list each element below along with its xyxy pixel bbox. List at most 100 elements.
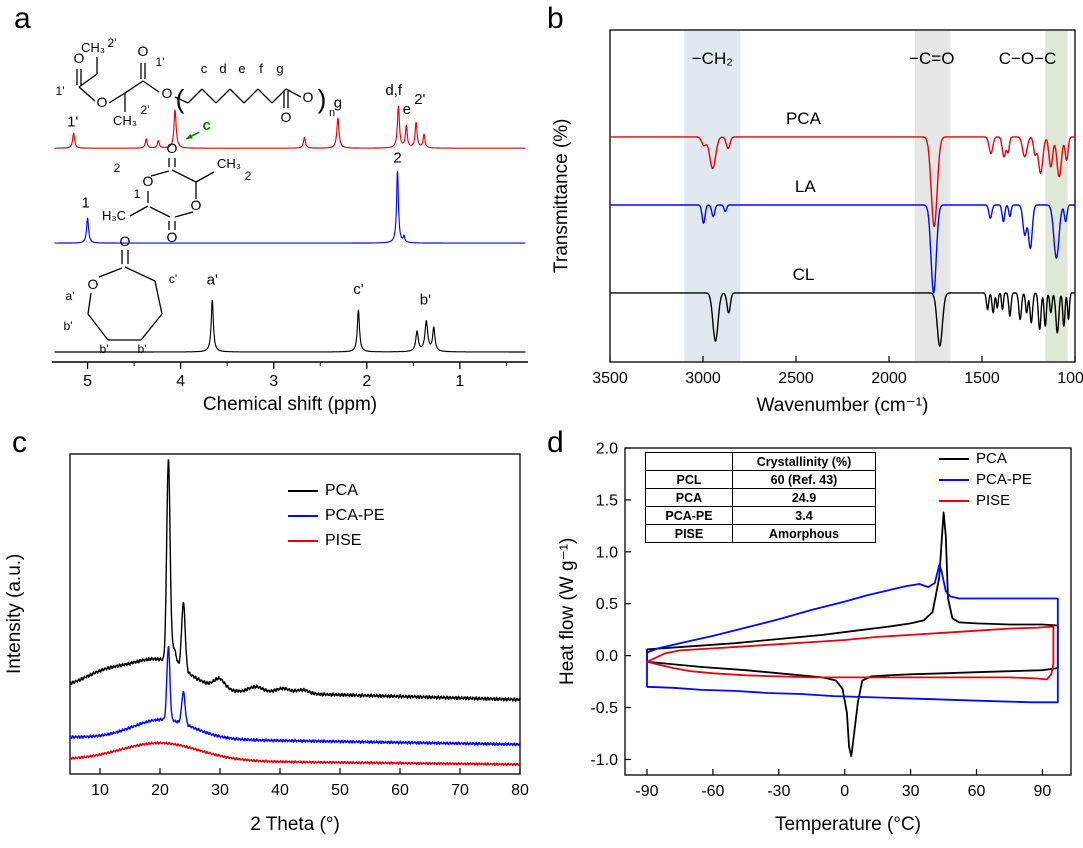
panel-d-yaxis-title: Heat flow (W g⁻¹) — [557, 537, 578, 686]
svg-text:1': 1' — [56, 84, 65, 98]
svg-text:O: O — [120, 233, 131, 249]
legend-item-pca-pe: PCA-PE — [939, 471, 1032, 488]
svg-text:0.0: 0.0 — [596, 648, 618, 665]
legend-label-pise: PISE — [976, 492, 1011, 509]
panel-label-a: a — [14, 2, 31, 35]
svg-text:O: O — [162, 85, 173, 101]
table-cell-value: 3.4 — [732, 506, 876, 525]
legend-label-pca-pe: PCA-PE — [325, 507, 385, 524]
xrd-curve-pise — [69, 741, 521, 767]
dsc-curve-pise — [646, 625, 1055, 681]
svg-text:O: O — [167, 140, 178, 156]
svg-text:0: 0 — [840, 783, 849, 800]
svg-text:60: 60 — [391, 782, 409, 799]
panel-d-xaxis-title: Temperature (°C) — [775, 814, 921, 835]
legend-item-pca-pe: PCA-PE — [288, 507, 385, 525]
svg-text:1.0: 1.0 — [596, 544, 618, 561]
svg-text:1: 1 — [455, 373, 464, 390]
svg-text:40: 40 — [271, 782, 289, 799]
svg-text:2: 2 — [362, 373, 371, 390]
table-row: PCA 24.9 — [645, 488, 876, 507]
svg-text:O: O — [74, 50, 85, 66]
svg-text:3500: 3500 — [592, 370, 628, 387]
svg-text:g: g — [276, 61, 283, 76]
svg-text:80: 80 — [511, 782, 529, 799]
x-axis: 5 4 3 2 1 — [52, 361, 528, 390]
svg-text:n: n — [329, 107, 335, 119]
panel-label-b: b — [547, 2, 564, 35]
nmr-trace-la — [54, 170, 526, 244]
svg-text:O: O — [143, 173, 154, 189]
svg-text:PCA: PCA — [786, 109, 822, 128]
svg-text:3000: 3000 — [685, 370, 721, 387]
svg-text:2: 2 — [245, 169, 252, 183]
svg-text:60: 60 — [968, 783, 986, 800]
ftir-trace-pca: PCA — [609, 109, 1076, 228]
svg-text:O: O — [97, 94, 108, 110]
svg-text:O: O — [138, 43, 149, 59]
axes: 10 20 30 40 50 60 70 80 — [69, 453, 529, 799]
table-cell-sample: PCL — [645, 470, 733, 489]
panel-b-ftir: 3500 3000 2500 2000 1500 1000 −CH₂ −C=O C−O−C PCA… — [541, 0, 1083, 424]
svg-text:4: 4 — [176, 373, 185, 390]
crystallinity-table: Crystallinity (%) PCL 60 (Ref. 43) PCA 2… — [645, 452, 876, 543]
svg-text:a': a' — [66, 289, 75, 303]
panel-b-xaxis-title: Wavenumber (cm⁻¹) — [756, 395, 929, 416]
legend-label-pise: PISE — [325, 532, 362, 549]
svg-text:O: O — [167, 229, 178, 245]
svg-text:2000: 2000 — [871, 370, 907, 387]
svg-text:1': 1' — [156, 55, 165, 69]
ftir-plot: 3500 3000 2500 2000 1500 1000 −CH₂ −C=O C−O−C PCA… — [592, 29, 1083, 387]
svg-text:e: e — [238, 61, 245, 76]
ftir-trace-cl: CL — [609, 265, 1076, 347]
svg-text:e: e — [403, 101, 411, 118]
svg-text:5: 5 — [83, 373, 92, 390]
svg-text:-1.0: -1.0 — [590, 752, 618, 769]
legend-item-pise: PISE — [288, 532, 385, 550]
table-header-row: Crystallinity (%) — [645, 452, 876, 471]
svg-text:c': c' — [353, 281, 364, 298]
svg-text:-30: -30 — [767, 783, 790, 800]
table-cell-value: Amorphous — [732, 524, 876, 543]
svg-text:50: 50 — [331, 782, 349, 799]
nmr-plot: 5 4 3 2 11' cgd,fe2'12a'c'b'CH₃ 2'1'OO1'CH₃2'O… — [52, 36, 528, 390]
svg-text:CH₃: CH₃ — [113, 113, 137, 128]
svg-text:30: 30 — [211, 782, 229, 799]
band-labels: −CH₂ −C=O C−O−C — [692, 49, 1057, 68]
panel-c-xrd: 10 20 30 40 50 60 70 80 c Intensity (a.u.) 2 Th… — [0, 424, 541, 848]
svg-text:2': 2' — [108, 36, 117, 50]
svg-text:1: 1 — [82, 195, 90, 212]
svg-text:1': 1' — [67, 114, 78, 131]
svg-text:-60: -60 — [701, 783, 724, 800]
table-cell-sample: PCA-PE — [645, 506, 733, 525]
legend-label-pca-pe: PCA-PE — [976, 471, 1032, 488]
panel-c-legend: PCA PCA-PE PISE — [288, 482, 385, 557]
panel-d-dsc: -90 -60 -30 0 30 60 90 2.0 1.5 1.0 0.5 0.0 -0.5 -1.0 … — [541, 424, 1083, 848]
svg-text:1000: 1000 — [1057, 370, 1083, 387]
svg-text:20: 20 — [151, 782, 169, 799]
axes: -90 -60 -30 0 30 60 90 2.0 1.5 1.0 0.5 0.0 -0.5 -1.0 — [590, 441, 1072, 800]
table-row: PCA-PE 3.4 — [645, 506, 876, 525]
svg-text:0.5: 0.5 — [596, 596, 618, 613]
panel-d-legend: PCA PCA-PE PISE — [939, 450, 1032, 513]
svg-text:1.5: 1.5 — [596, 492, 618, 509]
svg-text:−C=O: −C=O — [909, 49, 954, 68]
svg-text:1: 1 — [134, 187, 141, 201]
panel-a-xaxis-title: Chemical shift (ppm) — [202, 394, 378, 415]
pca-line-swatch — [288, 490, 318, 492]
panel-c-yaxis-title: Intensity (a.u.) — [4, 553, 25, 675]
legend-label-pca: PCA — [976, 450, 1007, 467]
nmr-trace-pca — [54, 105, 526, 149]
legend-label-pca: PCA — [325, 482, 358, 499]
table-row: PISE Amorphous — [645, 524, 876, 543]
panel-a-nmr: 5 4 3 2 1 1' c g d,f e 2' 1 2 a' c' b' CH₃ 2' 1' O O 1' CH₃ 2' O… — [0, 0, 541, 424]
xrd-plot: 10 20 30 40 50 60 70 80 — [69, 453, 529, 799]
svg-text:2: 2 — [393, 149, 401, 166]
svg-text:O: O — [88, 276, 99, 292]
svg-text:(: ( — [176, 84, 185, 114]
legend-item-pca: PCA — [288, 482, 385, 500]
svg-text:-90: -90 — [635, 783, 658, 800]
table-cell-sample: PCA — [645, 488, 733, 507]
